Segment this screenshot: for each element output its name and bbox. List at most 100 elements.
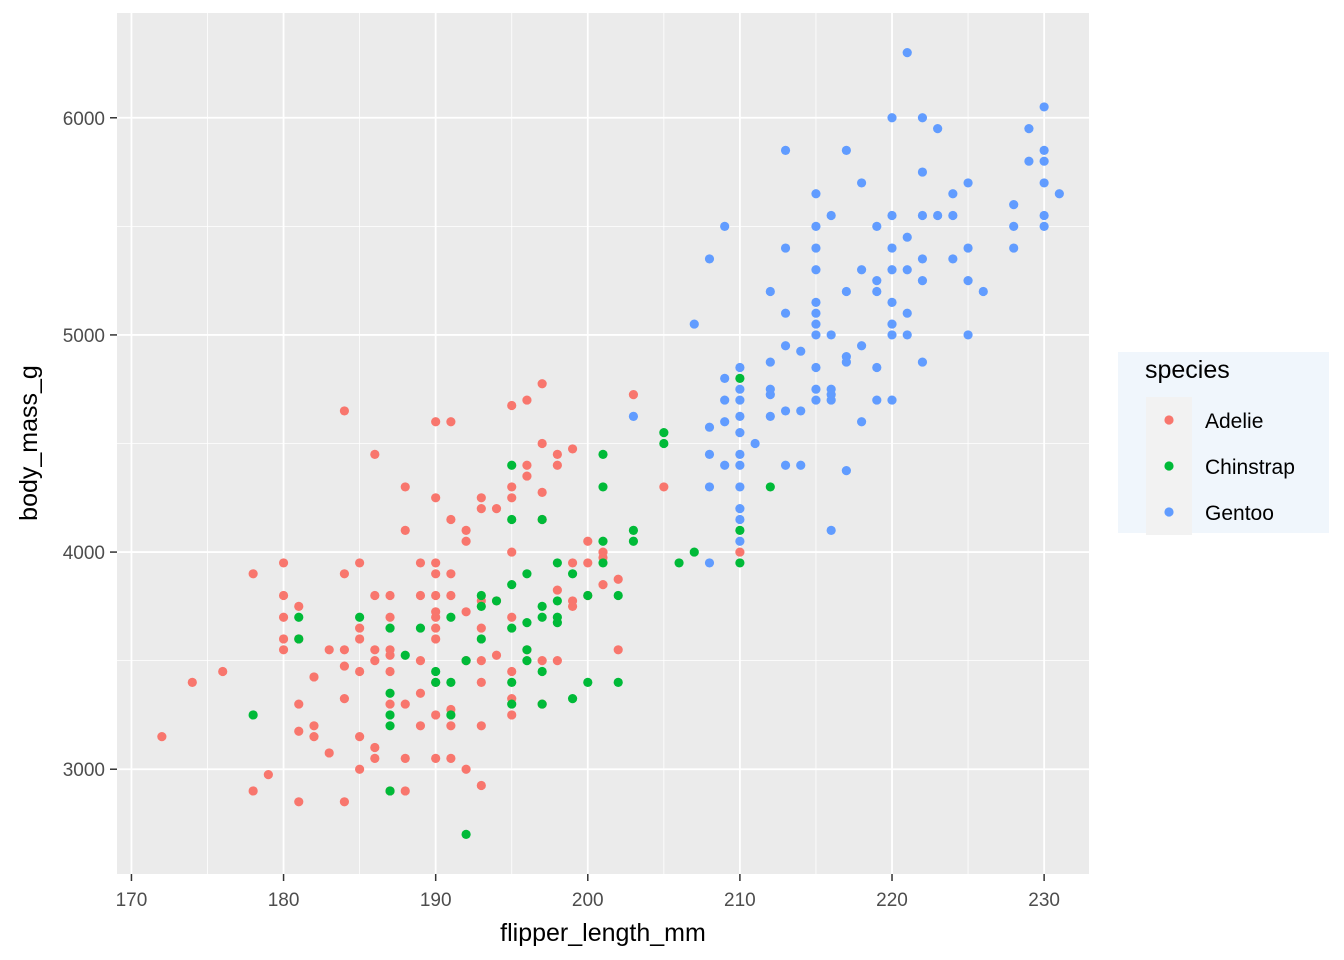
data-point (552, 449, 562, 459)
x-tick-label: 210 (724, 890, 756, 911)
data-point (309, 732, 319, 742)
data-point (1024, 124, 1034, 134)
data-point (780, 341, 791, 351)
x-tick-label: 180 (268, 890, 300, 911)
data-point (476, 721, 486, 731)
data-point (811, 243, 821, 253)
data-point (431, 753, 441, 763)
data-point (476, 493, 486, 503)
data-point (537, 487, 547, 497)
data-point (309, 721, 319, 731)
data-point (507, 710, 517, 720)
data-point (735, 558, 745, 568)
data-point (811, 395, 821, 405)
data-point (796, 460, 806, 470)
data-point (537, 601, 547, 611)
data-point (628, 411, 639, 421)
data-point (720, 221, 730, 231)
data-point (476, 656, 486, 666)
data-point (856, 341, 867, 351)
data-point (507, 514, 517, 525)
data-point (552, 460, 562, 470)
data-point (385, 666, 395, 677)
data-point (461, 656, 471, 666)
data-point (415, 656, 426, 666)
data-point (537, 666, 547, 677)
data-point (339, 797, 350, 807)
data-point (431, 569, 441, 579)
data-point (385, 721, 395, 731)
data-point (385, 699, 395, 709)
data-point (780, 406, 791, 416)
data-point (598, 547, 608, 557)
data-point (278, 558, 289, 568)
data-point (902, 48, 912, 58)
data-point (567, 558, 578, 568)
data-point (491, 596, 502, 606)
data-point (552, 585, 562, 595)
x-tick-label: 170 (116, 890, 148, 911)
data-point (431, 623, 441, 633)
axis-ticks (110, 117, 1045, 881)
data-point (446, 569, 456, 579)
data-point (385, 590, 395, 601)
data-point (887, 319, 897, 329)
data-point (978, 286, 988, 297)
data-point (294, 601, 304, 611)
data-point (415, 590, 426, 601)
data-point (461, 829, 471, 839)
data-point (522, 569, 532, 579)
data-point (278, 634, 289, 644)
data-point (613, 574, 623, 584)
data-point (370, 742, 380, 753)
data-point (476, 601, 486, 611)
data-point (628, 390, 639, 400)
data-point (324, 748, 334, 758)
data-point (948, 210, 958, 221)
data-point (826, 330, 836, 340)
legend-label-gentoo: Gentoo (1205, 502, 1274, 525)
data-point (598, 558, 608, 568)
data-point (278, 612, 289, 622)
data-point (1039, 221, 1049, 231)
data-point (522, 395, 532, 405)
data-point (872, 362, 882, 373)
data-point (461, 536, 471, 546)
data-point (598, 580, 608, 590)
data-point (461, 525, 471, 535)
data-point (400, 525, 410, 535)
data-point (887, 297, 897, 307)
y-tick-label: 3000 (63, 760, 105, 781)
data-point (811, 297, 821, 307)
data-point (567, 569, 578, 579)
data-point (385, 688, 395, 698)
data-point (339, 406, 350, 416)
data-point (400, 482, 410, 492)
data-point (796, 406, 806, 416)
data-point (872, 395, 882, 405)
data-point (720, 417, 730, 427)
data-point (446, 721, 456, 731)
data-point (948, 189, 958, 199)
data-point (583, 590, 593, 601)
data-point (917, 210, 928, 221)
data-point (902, 330, 912, 340)
data-point (735, 547, 745, 557)
data-point (735, 449, 745, 459)
data-point (415, 558, 426, 568)
data-point (294, 634, 304, 644)
data-point (522, 656, 532, 666)
data-point (811, 362, 821, 373)
data-point (339, 694, 350, 704)
data-point (446, 753, 456, 763)
data-point (628, 536, 639, 546)
data-point (613, 645, 623, 655)
data-point (446, 514, 456, 525)
data-point (765, 286, 775, 297)
data-point (841, 466, 851, 476)
data-point (735, 395, 745, 405)
data-point (507, 677, 517, 687)
data-point (339, 569, 350, 579)
x-axis-tick-labels: 170 180 190 200 210 220 230 (116, 890, 1060, 911)
data-point (735, 504, 745, 514)
